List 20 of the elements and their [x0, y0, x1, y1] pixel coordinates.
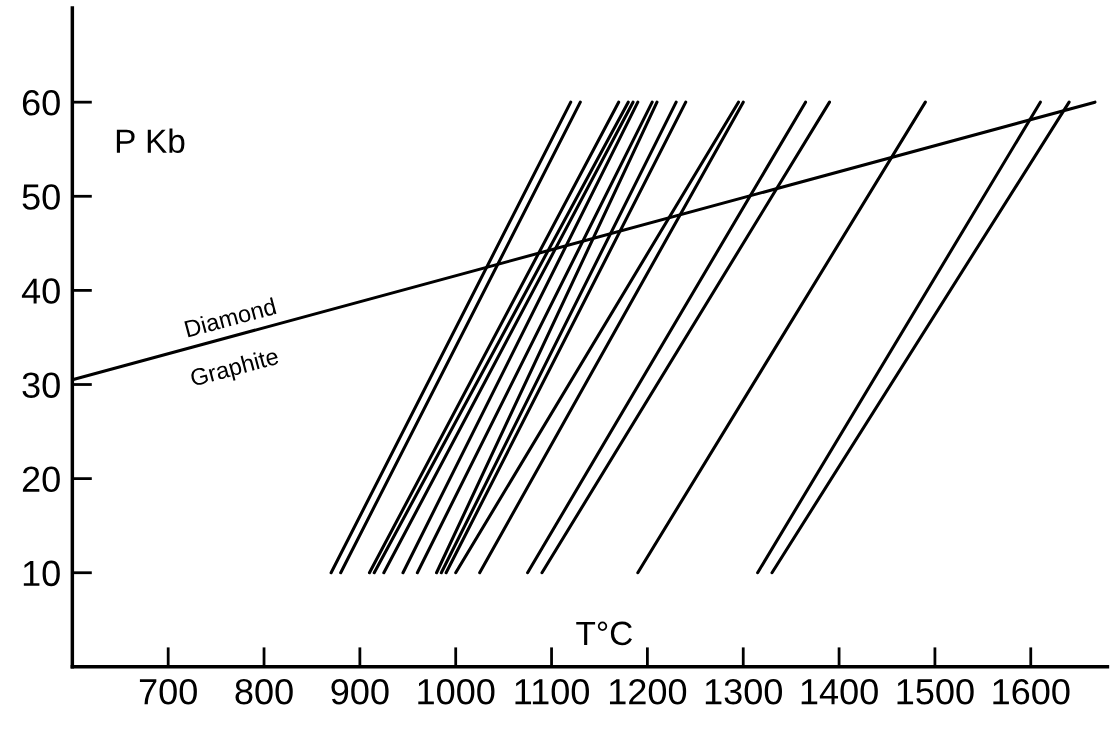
- x-tick-label: 900: [331, 678, 389, 705]
- x-tick-label: 1500: [897, 678, 974, 705]
- x-tick-label: 1300: [705, 678, 782, 705]
- x-tick-label: 1100: [515, 678, 589, 705]
- y-tick-label: 50: [22, 184, 60, 210]
- y-tick-label: 40: [21, 278, 60, 304]
- y-tick-label: 10: [23, 560, 60, 587]
- x-axis-title: T°C: [576, 621, 632, 646]
- y-axis-title: P Kb: [116, 128, 185, 153]
- y-tick-label: 30: [22, 372, 60, 398]
- x-tick-label: 1400: [801, 678, 878, 705]
- y-tick-label: 20: [22, 466, 60, 493]
- y-tick-label: 60: [22, 90, 60, 116]
- x-tick-label: 1600: [993, 678, 1070, 705]
- annotation: Diamond: [184, 297, 277, 338]
- x-tick-label: 1000: [418, 678, 495, 705]
- x-tick-label: 1200: [609, 678, 687, 705]
- x-tick-label: 800: [235, 678, 293, 705]
- x-tick-label: 700: [139, 678, 197, 705]
- annotation: Graphite: [189, 347, 281, 392]
